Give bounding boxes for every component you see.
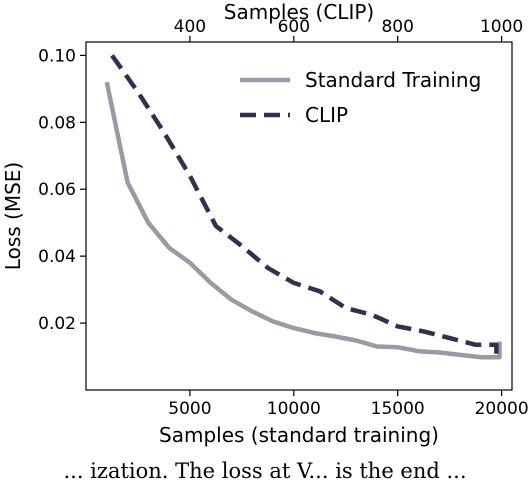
x-tick-label: 15000 (371, 399, 425, 419)
x-axis-title: Samples (standard training) (159, 423, 439, 447)
legend-label-clip: CLIP (305, 103, 348, 127)
legend: Standard Training CLIP (240, 68, 481, 127)
y-tick-label: 0.06 (38, 180, 76, 200)
top-tick-label: 400 (174, 17, 206, 37)
legend-label-standard-training: Standard Training (305, 68, 481, 92)
plot-frame (85, 41, 513, 391)
series-layer (104, 54, 502, 360)
bottom-axis-ticks: 5000 10000 15000 20000 (168, 390, 529, 419)
x-tick-label: 20000 (475, 399, 529, 419)
top-tick-label: 600 (278, 17, 310, 37)
top-axis-ticks: 400 600 800 1000 (174, 17, 523, 42)
top-tick-label: 1000 (480, 17, 523, 37)
plot-area (85, 41, 513, 391)
y-tick-label: 0.10 (38, 46, 76, 66)
y-tick-label: 0.08 (38, 113, 76, 133)
y-tick-label: 0.04 (38, 247, 76, 267)
left-axis-ticks: 0.02 0.04 0.06 0.08 0.10 (38, 46, 86, 334)
series-line-clip (110, 54, 499, 358)
y-tick-label: 0.02 (38, 314, 76, 334)
top-axis-title: Samples (CLIP) (224, 0, 374, 24)
caption-fragment: ... ization. The loss at V... is the end… (63, 459, 466, 482)
x-tick-label: 5000 (168, 399, 211, 419)
x-tick-label: 10000 (267, 399, 321, 419)
series-line-standard-training (104, 81, 502, 360)
top-tick-label: 800 (381, 17, 413, 37)
y-axis-title: Loss (MSE) (1, 162, 25, 270)
